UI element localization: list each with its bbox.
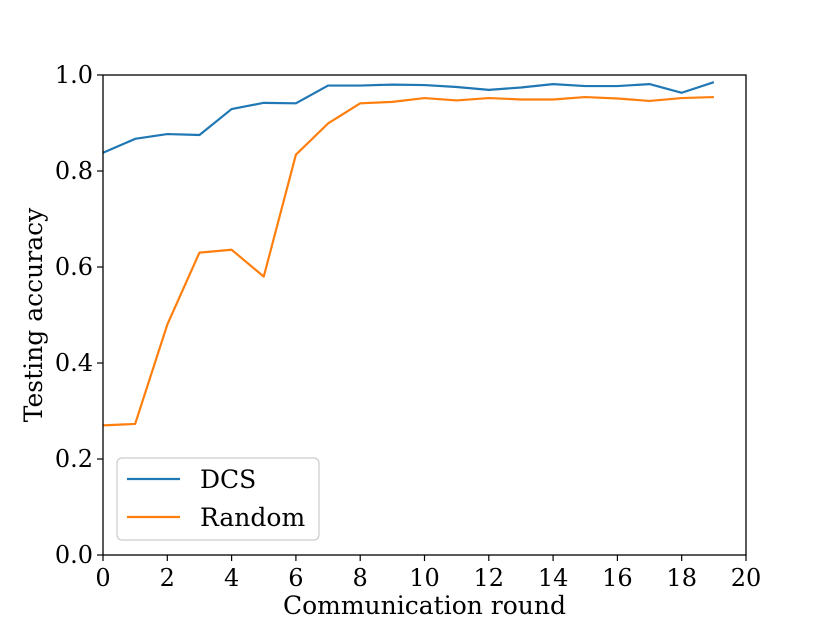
- x-tick-label: 12: [474, 564, 505, 592]
- x-tick-label: 14: [538, 564, 569, 592]
- x-tick-label: 18: [666, 564, 697, 592]
- x-tick-label: 20: [731, 564, 762, 592]
- y-tick-label: 0.4: [55, 349, 93, 377]
- y-tick-label: 0.2: [55, 445, 93, 473]
- x-tick-label: 0: [95, 564, 110, 592]
- x-tick-label: 16: [602, 564, 633, 592]
- x-tick-label: 10: [409, 564, 440, 592]
- x-tick-label: 4: [224, 564, 239, 592]
- y-axis-label: Testing accuracy: [19, 207, 48, 422]
- series-line-random: [102, 95, 714, 427]
- y-tick-label: 1.0: [55, 61, 93, 89]
- y-tick-label: 0.8: [55, 157, 93, 185]
- x-tick-label: 8: [353, 564, 368, 592]
- x-tick-label: 6: [288, 564, 303, 592]
- legend: DCS Random: [116, 457, 320, 541]
- legend-label: Random: [200, 503, 305, 532]
- legend-label: DCS: [200, 465, 256, 494]
- plot-lines: [102, 81, 715, 427]
- x-axis-label: Communication round: [283, 591, 566, 620]
- series-line-dcs: [102, 81, 715, 154]
- x-tick-label: 2: [160, 564, 175, 592]
- y-axis-ticks: 0.0 0.2 0.4 0.6 0.8 1.0: [55, 61, 103, 569]
- y-tick-label: 0.6: [55, 253, 93, 281]
- x-axis-ticks: 0 2 4 6 8 10 12 14 16 18 20: [95, 555, 761, 592]
- y-tick-label: 0.0: [55, 541, 93, 569]
